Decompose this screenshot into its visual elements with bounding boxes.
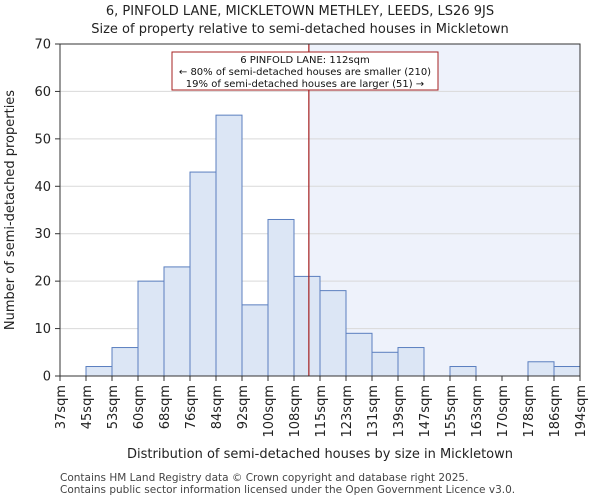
histogram-bar [553,366,581,377]
histogram-bar [215,114,243,377]
x-axis-label: Distribution of semi-detached houses by … [127,447,513,462]
histogram-bar [293,275,321,377]
x-tick-label: 115sqm [314,385,329,438]
histogram-bar [371,351,399,377]
x-tick-label: 60sqm [132,385,147,429]
x-tick-label: 45sqm [80,385,95,429]
histogram-bar [319,290,347,377]
annotation-box: 6 PINFOLD LANE: 112sqm ← 80% of semi-det… [171,51,439,91]
footer-licence: Contains public sector information licen… [60,484,515,496]
histogram-bar [163,266,191,377]
y-tick-label: 60 [34,85,51,100]
x-tick-label: 92sqm [236,385,251,429]
chart-title: 6, PINFOLD LANE, MICKLETOWN METHLEY, LEE… [106,4,494,19]
x-tick-label: 76sqm [184,385,199,429]
histogram-bar [137,280,165,377]
y-axis-label: Number of semi-detached properties [3,90,18,330]
histogram-bar [449,366,477,377]
x-tick-label: 53sqm [106,385,121,429]
footer-copyright: Contains HM Land Registry data © Crown c… [60,472,468,484]
y-tick-label: 40 [34,180,51,195]
x-tick-label: 147sqm [418,385,433,438]
x-tick-label: 123sqm [340,385,355,438]
x-tick-label: 170sqm [496,385,511,438]
annotation-frame [171,51,439,91]
y-tick-label: 50 [34,132,51,147]
annotation-line-3: 19% of semi-detached houses are larger (… [186,79,424,90]
x-tick-label: 186sqm [548,385,563,438]
histogram-bar [345,332,373,377]
x-tick-label: 37sqm [54,385,69,429]
histogram-bar [241,304,269,377]
histogram-bar [189,171,217,377]
x-tick-label: 68sqm [158,385,173,429]
x-tick-label: 84sqm [210,385,225,429]
x-tick-label: 108sqm [288,385,303,438]
x-tick-label: 131sqm [366,385,381,438]
annotation-line-1: 6 PINFOLD LANE: 112sqm [240,55,369,66]
x-tick-label: 100sqm [262,385,277,438]
x-tick-label: 155sqm [444,385,459,438]
larger-region-shade [308,44,580,376]
x-tick-label: 163sqm [470,385,485,438]
x-tick-label: 178sqm [522,385,537,438]
chart-subtitle: Size of property relative to semi-detach… [91,22,509,37]
plot-frame [59,43,581,377]
histogram-bar [85,366,113,377]
annotation-line-2: ← 80% of semi-detached houses are smalle… [179,67,431,78]
x-tick-label: 139sqm [392,385,407,438]
y-tick-label: 20 [34,275,51,290]
histogram-bar [267,218,295,377]
y-tick-label: 70 [34,38,51,53]
y-tick-label: 10 [34,322,51,337]
histogram-bar [397,347,425,377]
histogram-bar [111,347,139,377]
y-tick-label: 30 [34,227,51,242]
y-tick-label: 0 [43,370,51,385]
histogram-bar [527,361,555,377]
x-tick-label: 194sqm [574,385,589,438]
